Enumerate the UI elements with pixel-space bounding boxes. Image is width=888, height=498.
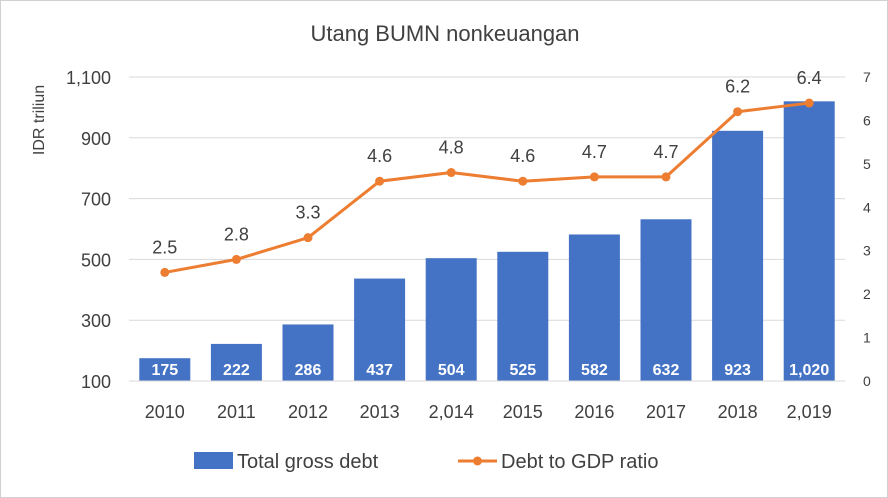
legend-line-label: Debt to GDP ratio — [501, 451, 658, 473]
y-right-tick-label: 7 — [863, 69, 871, 85]
y-left-tick-label: 100 — [81, 372, 111, 392]
y-right-tick-label: 2 — [863, 286, 871, 302]
line-point — [661, 172, 671, 182]
bar-value-label: 286 — [295, 362, 322, 379]
bar-value-label: 632 — [653, 362, 680, 379]
bar-value-label: 504 — [438, 362, 465, 379]
y-right-tick-label: 4 — [863, 199, 871, 215]
y-left-tick-label: 300 — [81, 311, 111, 331]
bar — [210, 343, 262, 381]
line-point — [804, 98, 814, 108]
line-point — [518, 176, 528, 186]
x-tick-label: 2016 — [574, 402, 614, 422]
y-left-tick-label: 700 — [81, 190, 111, 210]
bar-value-label: 525 — [509, 362, 536, 379]
line-value-label: 3.3 — [295, 203, 320, 223]
line-value-label: 4.6 — [510, 146, 535, 166]
x-tick-label: 2015 — [503, 402, 543, 422]
line-series — [164, 101, 810, 274]
x-tick-label: 2,014 — [429, 402, 474, 422]
bar — [282, 324, 334, 381]
bar — [568, 234, 620, 381]
line-value-label: 4.8 — [439, 138, 464, 158]
legend-bar-swatch — [194, 452, 233, 469]
x-tick-label: 2010 — [145, 402, 185, 422]
bar-value-label: 437 — [366, 362, 393, 379]
bar — [497, 251, 549, 381]
y-right-tick-label: 1 — [863, 330, 871, 346]
line-value-label: 4.6 — [367, 146, 392, 166]
line-point — [231, 254, 241, 264]
line-value-label: 6.2 — [725, 77, 750, 97]
legend-bar-label: Total gross debt — [237, 451, 379, 473]
x-tick-label: 2017 — [646, 402, 686, 422]
x-tick-label: 2012 — [288, 402, 328, 422]
bar-value-label: 175 — [151, 362, 178, 379]
line-point — [160, 267, 170, 277]
bar — [712, 130, 764, 381]
y-right-tick-label: 6 — [863, 112, 871, 128]
legend-line-marker — [473, 456, 482, 466]
line-value-label: 6.4 — [797, 68, 822, 88]
line-point — [303, 233, 313, 243]
y-right-tick-label: 0 — [863, 373, 871, 389]
y-right-tick-label: 5 — [863, 156, 871, 172]
y-left-tick-label: 500 — [81, 250, 111, 270]
y-right-tick-label: 3 — [863, 243, 871, 259]
y-left-tick-label: 900 — [81, 129, 111, 149]
bar — [139, 358, 191, 381]
bar-value-label: 222 — [223, 362, 250, 379]
x-tick-label: 2,019 — [787, 402, 832, 422]
line-point — [375, 176, 385, 186]
line-point — [589, 172, 599, 182]
bar-value-label: 923 — [724, 362, 751, 379]
x-tick-label: 2018 — [718, 402, 758, 422]
bar-value-label: 1,020 — [789, 362, 829, 379]
line-point — [733, 107, 743, 117]
x-tick-label: 2011 — [217, 402, 256, 422]
line-value-label: 2.5 — [152, 237, 177, 257]
bar — [354, 278, 406, 381]
line-value-label: 2.8 — [224, 224, 249, 244]
chart-title: Utang BUMN nonkeuangan — [310, 21, 579, 46]
bar-value-label: 582 — [581, 362, 608, 379]
bar — [783, 101, 835, 381]
line-point — [446, 168, 456, 178]
bar — [425, 258, 477, 381]
bar — [640, 219, 692, 381]
y-left-tick-label: 1,100 — [66, 68, 111, 88]
y-axis-left-label: IDR triliun — [31, 85, 48, 155]
line-value-label: 4.7 — [582, 142, 607, 162]
line-value-label: 4.7 — [653, 142, 678, 162]
x-tick-label: 2013 — [360, 402, 400, 422]
